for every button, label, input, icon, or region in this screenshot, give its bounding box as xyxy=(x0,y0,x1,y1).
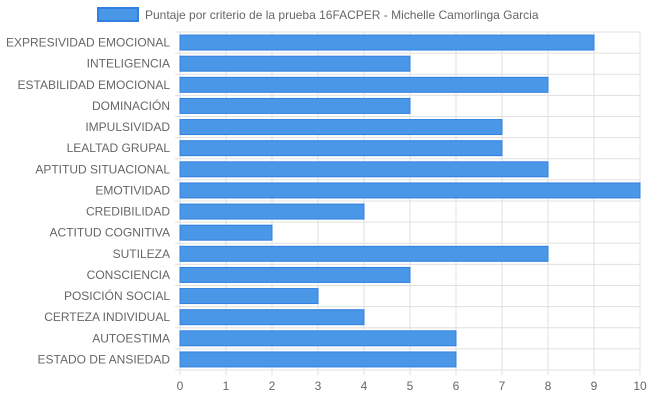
bar[interactable] xyxy=(179,309,365,326)
x-tick-label: 10 xyxy=(633,379,647,393)
category-label: EMOTIVIDAD xyxy=(95,183,170,197)
category-label: IMPULSIVIDAD xyxy=(85,120,170,134)
category-labels: EXPRESIVIDAD EMOCIONAL INTELIGENCIA ESTABI… xyxy=(6,36,170,367)
category-label: POSICIÓN SOCIAL xyxy=(64,288,170,303)
bar[interactable] xyxy=(179,224,273,241)
category-label: LEALTAD GRUPAL xyxy=(67,141,171,155)
category-label: EXPRESIVIDAD EMOCIONAL xyxy=(6,36,170,50)
category-label: CERTEZA INDIVIDUAL xyxy=(44,310,170,324)
category-label: INTELIGENCIA xyxy=(87,57,170,71)
bar[interactable] xyxy=(179,161,549,178)
legend[interactable]: Puntaje por criterio de la prueba 16FACP… xyxy=(97,7,539,22)
category-label: DOMINACIÓN xyxy=(92,98,170,113)
category-label: SUTILEZA xyxy=(113,247,170,261)
bar[interactable] xyxy=(179,288,319,305)
bar[interactable] xyxy=(179,140,503,157)
legend-swatch xyxy=(97,7,139,22)
category-label: CONSCIENCIA xyxy=(87,268,170,282)
x-tick-label: 5 xyxy=(407,379,414,393)
x-tick-label: 4 xyxy=(361,379,368,393)
bar[interactable] xyxy=(179,119,503,136)
bar[interactable] xyxy=(179,55,411,72)
bar[interactable] xyxy=(179,351,457,368)
category-label: APTITUD SITUACIONAL xyxy=(35,162,170,176)
bar[interactable] xyxy=(179,97,411,114)
x-tick-label: 8 xyxy=(545,379,552,393)
bar[interactable] xyxy=(179,182,641,199)
legend-label: Puntaje por criterio de la prueba 16FACP… xyxy=(145,8,539,22)
x-tick-label: 7 xyxy=(499,379,506,393)
bars xyxy=(179,34,641,368)
x-tick-label: 0 xyxy=(177,379,184,393)
x-tick-label: 9 xyxy=(591,379,598,393)
x-tick-label: 3 xyxy=(315,379,322,393)
category-label: CREDIBILIDAD xyxy=(86,205,170,219)
category-label: ACTITUD COGNITIVA xyxy=(50,226,170,240)
bar[interactable] xyxy=(179,330,457,347)
x-tick-label: 6 xyxy=(453,379,460,393)
bar[interactable] xyxy=(179,203,365,220)
x-tick-label: 2 xyxy=(269,379,276,393)
category-label: ESTADO DE ANSIEDAD xyxy=(38,352,171,366)
x-tick-label: 1 xyxy=(223,379,230,393)
x-axis-ticks: 0 1 2 3 4 5 6 7 8 9 10 xyxy=(177,379,647,393)
category-label: AUTOESTIMA xyxy=(92,331,170,345)
bar[interactable] xyxy=(179,245,549,262)
bar[interactable] xyxy=(179,34,595,51)
bar[interactable] xyxy=(179,266,411,283)
category-label: ESTABILIDAD EMOCIONAL xyxy=(18,78,171,92)
bar[interactable] xyxy=(179,76,549,93)
